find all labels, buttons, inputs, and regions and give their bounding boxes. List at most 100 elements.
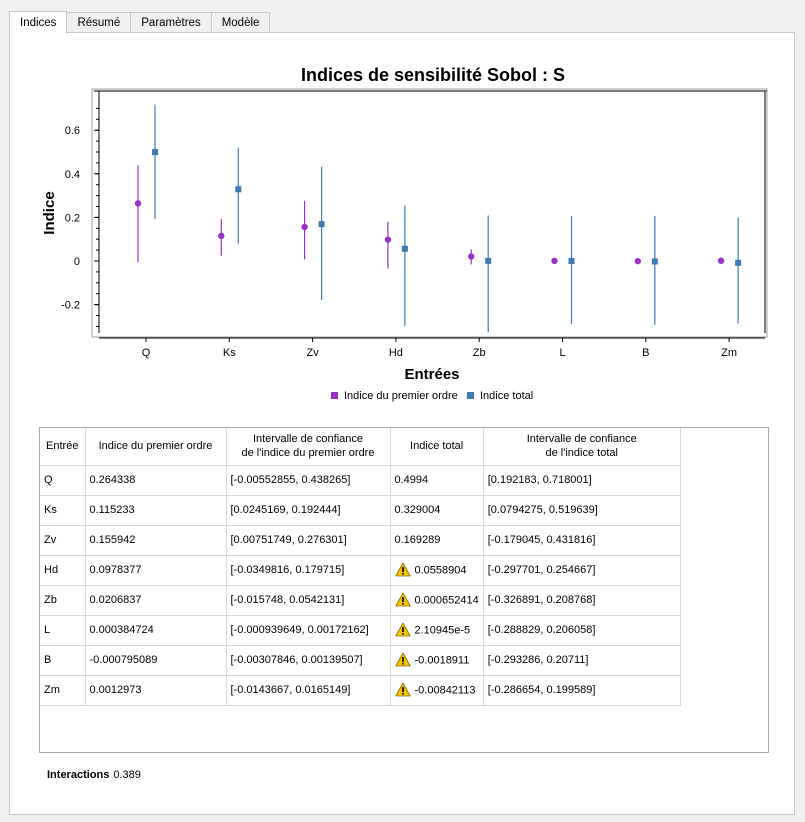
cell-total-ci[interactable]: [0.0794275, 0.519639]: [483, 495, 681, 526]
first-order-point-b: [634, 257, 641, 265]
cell-first-ci[interactable]: [0.00751749, 0.276301]: [226, 525, 391, 556]
cell-entree[interactable]: L: [40, 615, 86, 646]
x-tick-label: Ks: [223, 347, 236, 359]
cell-first-ci[interactable]: [-0.00552855, 0.438265]: [226, 465, 391, 496]
table-row[interactable]: L 0.000384724 [-0.000939649, 0.00172162] 2.…: [40, 615, 681, 646]
cell-first-ci[interactable]: [-0.00307846, 0.00139507]: [226, 645, 391, 676]
warning-icon: [394, 622, 411, 636]
cell-total[interactable]: 0.0558904: [390, 555, 484, 586]
cell-text: Q: [44, 474, 53, 486]
cell-entree[interactable]: Ks: [40, 495, 86, 526]
cell-first-ci[interactable]: [-0.0349816, 0.179715]: [226, 555, 391, 586]
cell-text: 0.169289: [394, 534, 441, 546]
cell-total[interactable]: 0.169289: [390, 525, 484, 556]
cell-total[interactable]: 0.4994: [390, 465, 484, 496]
cell-text: -0.0018911: [414, 653, 470, 666]
indices-panel: Indices de sensibilité Sobol : S -0.2 0 0.…: [9, 32, 795, 815]
cell-total[interactable]: 0.000652414: [390, 585, 484, 616]
first-order-point-zb: [468, 253, 475, 260]
column-header-label: de l'indice du premier ordre: [241, 447, 375, 460]
cell-entree[interactable]: Zv: [40, 525, 86, 556]
cell-first[interactable]: 0.0206837: [85, 585, 227, 616]
cell-total-ci[interactable]: [0.192183, 0.718001]: [483, 465, 681, 496]
total-point-b: [651, 258, 658, 265]
table-row[interactable]: Hd 0.0978377 [-0.0349816, 0.179715] 0.05589…: [40, 555, 681, 586]
cell-text: 0.0558904: [414, 563, 467, 576]
cell-entree[interactable]: Zb: [40, 585, 86, 616]
cell-text: 0.000384724: [89, 624, 154, 636]
warning-icon: [394, 562, 411, 576]
cell-first[interactable]: 0.0012973: [85, 675, 227, 706]
table-row[interactable]: Ks 0.115233 [0.0245169, 0.192444] 0.329004 […: [40, 495, 681, 526]
cell-text: [0.192183, 0.718001]: [487, 474, 592, 486]
cell-total-ci[interactable]: [-0.297701, 0.254667]: [483, 555, 681, 586]
cell-first-ci[interactable]: [-0.0143667, 0.0165149]: [226, 675, 391, 706]
tab-indices[interactable]: Indices: [9, 11, 68, 34]
cell-total[interactable]: 2.10945e-5: [390, 615, 484, 646]
cell-total[interactable]: -0.00842113: [390, 675, 484, 706]
cell-total[interactable]: -0.0018911: [390, 645, 484, 676]
y-tick-label: -0.2: [61, 300, 80, 312]
cell-entree[interactable]: Zm: [40, 675, 86, 706]
cell-text: [0.00751749, 0.276301]: [230, 534, 347, 546]
tab-paramètres[interactable]: Paramètres: [131, 12, 212, 33]
cell-text: Hd: [44, 564, 59, 576]
cell-text: [-0.297701, 0.254667]: [487, 564, 596, 576]
column-header[interactable]: Indice total: [390, 428, 484, 466]
cell-text: [-0.179045, 0.431816]: [487, 534, 596, 546]
warning-icon: [394, 592, 411, 606]
cell-total-ci[interactable]: [-0.288829, 0.206058]: [483, 615, 681, 646]
cell-text: 0.4994: [394, 474, 429, 486]
column-header[interactable]: Entrée: [40, 428, 86, 466]
tab-résumé[interactable]: Résumé: [67, 12, 132, 33]
total-point-q: [152, 149, 158, 156]
table-row[interactable]: Zv 0.155942 [0.00751749, 0.276301] 0.169289…: [40, 525, 681, 556]
cell-first[interactable]: 0.264338: [85, 465, 227, 496]
cell-text: Zm: [44, 684, 60, 696]
cell-entree[interactable]: Q: [40, 465, 86, 496]
x-tick-label: Zb: [473, 347, 486, 359]
column-header[interactable]: Indice du premier ordre: [85, 428, 227, 466]
indices-table-view[interactable]: Entrée Indice du premier ordre Intervalle …: [39, 427, 769, 753]
x-tick-label: Zm: [721, 347, 737, 359]
cell-first[interactable]: 0.115233: [85, 495, 227, 526]
cell-first[interactable]: -0.000795089: [85, 645, 227, 676]
cell-first[interactable]: 0.155942: [85, 525, 227, 556]
table-row[interactable]: Zm 0.0012973 [-0.0143667, 0.0165149] -0.008…: [40, 675, 681, 706]
cell-total[interactable]: 0.329004: [390, 495, 484, 526]
cell-text: L: [44, 624, 51, 636]
column-header[interactable]: Intervalle de confiance de l'indice du pr…: [226, 428, 391, 466]
cell-total-ci[interactable]: [-0.179045, 0.431816]: [483, 525, 681, 556]
table-row[interactable]: Zb 0.0206837 [-0.015748, 0.0542131] 0.00065…: [40, 585, 681, 616]
tab-modèle[interactable]: Modèle: [211, 12, 271, 33]
first-order-point-hd: [384, 236, 392, 243]
cell-first[interactable]: 0.0978377: [85, 555, 227, 586]
total-point-zb: [485, 257, 492, 264]
cell-first-ci[interactable]: [0.0245169, 0.192444]: [226, 495, 391, 526]
cell-total-ci[interactable]: [-0.326891, 0.208768]: [483, 585, 681, 616]
interactions-readout: Interactions 0.389: [47, 769, 141, 781]
total-point-hd: [401, 245, 408, 252]
table-row[interactable]: B -0.000795089 [-0.00307846, 0.00139507] -0…: [40, 645, 681, 676]
cell-entree[interactable]: B: [40, 645, 86, 676]
sobol-chart: Indices de sensibilité Sobol : S -0.2 0 0.…: [41, 65, 768, 402]
legend-swatch-total: [467, 392, 474, 399]
cell-entree[interactable]: Hd: [40, 555, 86, 586]
cell-total-ci[interactable]: [-0.286654, 0.199589]: [483, 675, 681, 706]
chart-title: Indices de sensibilité Sobol : S: [301, 65, 565, 85]
table-row[interactable]: Q 0.264338 [-0.00552855, 0.438265] 0.4994 [0…: [40, 465, 681, 496]
cell-text: 0.0978377: [89, 564, 142, 576]
cell-text: Zv: [44, 534, 57, 546]
interactions-value: 0.389: [113, 769, 141, 781]
x-tick-label: B: [642, 347, 649, 359]
warning-icon: [394, 652, 411, 666]
cell-first-ci[interactable]: [-0.015748, 0.0542131]: [226, 585, 391, 616]
cell-total-ci[interactable]: [-0.293286, 0.20711]: [483, 645, 681, 676]
cell-text: [-0.000939649, 0.00172162]: [230, 624, 369, 636]
cell-text: [-0.015748, 0.0542131]: [230, 594, 345, 606]
cell-first-ci[interactable]: [-0.000939649, 0.00172162]: [226, 615, 391, 646]
column-header[interactable]: Intervalle de confiance de l'indice total: [483, 428, 681, 466]
total-point-l: [568, 257, 575, 264]
cell-text: [0.0794275, 0.519639]: [487, 504, 598, 516]
cell-first[interactable]: 0.000384724: [85, 615, 227, 646]
